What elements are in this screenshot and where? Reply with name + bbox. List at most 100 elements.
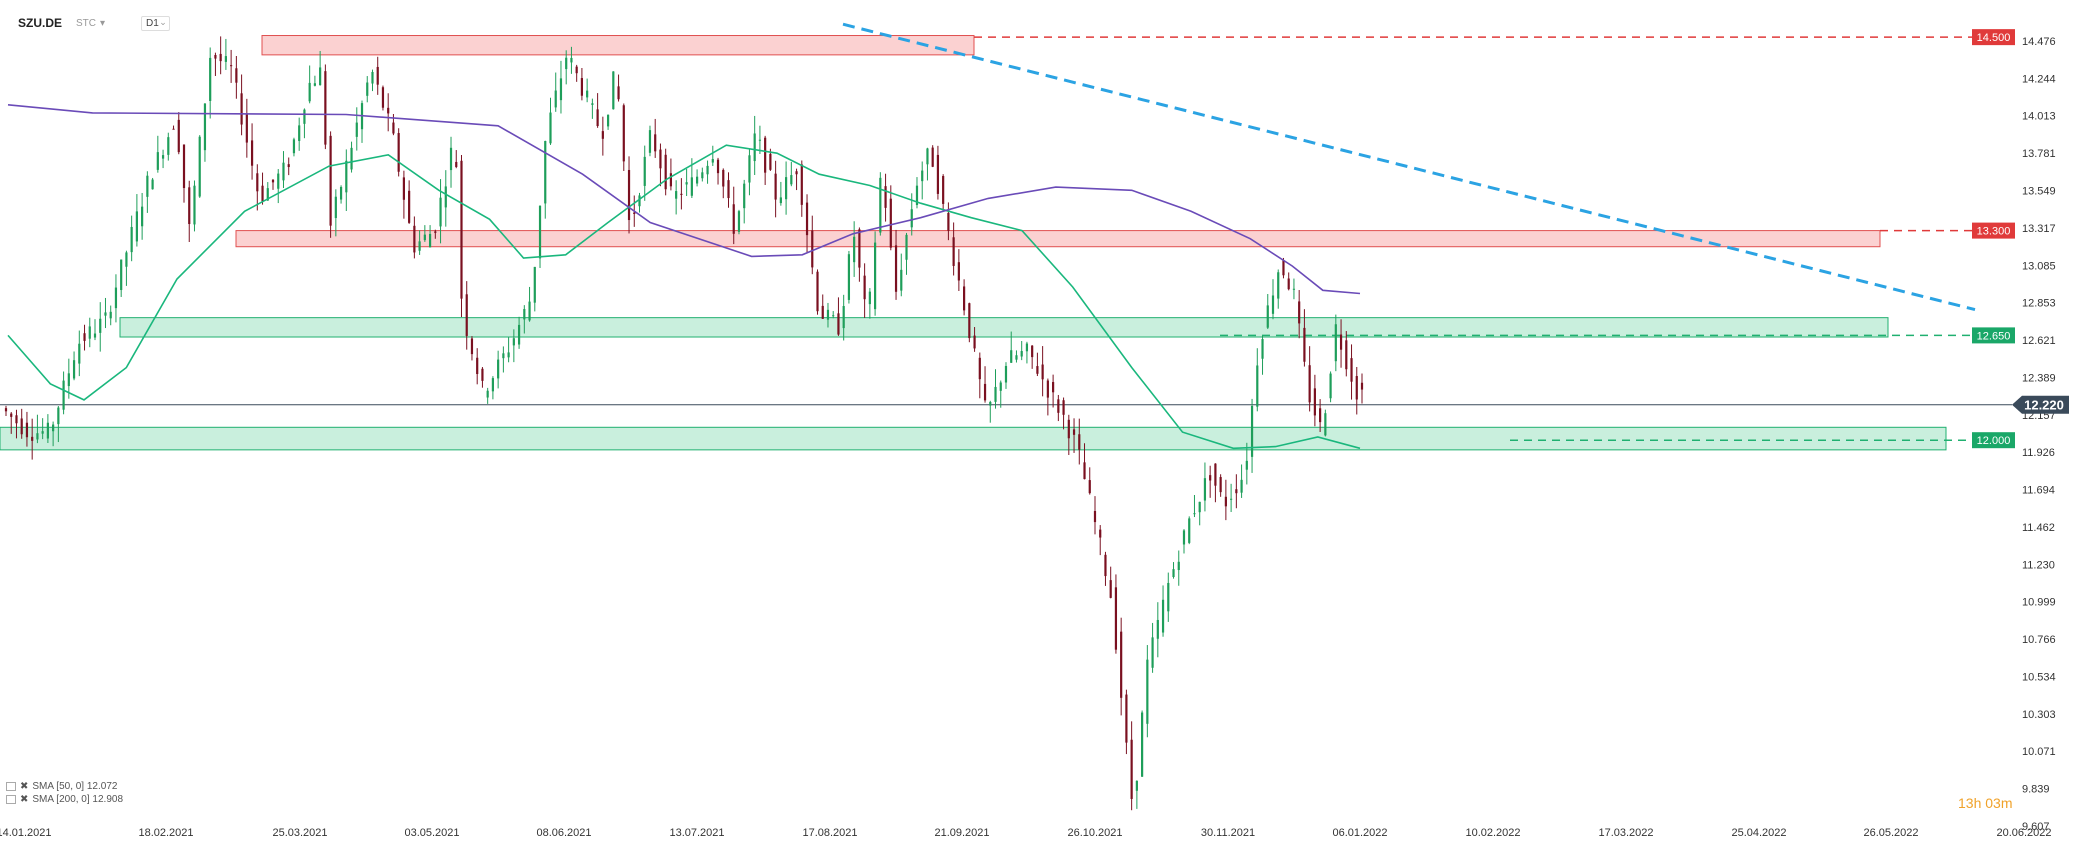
candle-body (334, 196, 337, 219)
candle-body (1031, 345, 1034, 358)
candle-body (523, 309, 526, 320)
candle-body (774, 173, 777, 200)
candle-body (722, 169, 725, 187)
candle-body (219, 53, 222, 62)
candle-body (716, 159, 720, 174)
candle-body (224, 56, 227, 62)
zone-rect-resistance (235, 230, 1881, 248)
candle-body (994, 386, 997, 402)
candle-body (1036, 366, 1039, 374)
x-tick-label: 10.02.2022 (1465, 827, 1520, 839)
x-tick-label: 20.06.2022 (1996, 827, 2051, 839)
sma-line-sma200 (7, 104, 1361, 295)
candle-body (816, 271, 819, 312)
candle-body (1298, 301, 1301, 324)
candle-body (659, 149, 662, 169)
price-zones (0, 35, 1947, 451)
candlesticks (4, 36, 1364, 811)
y-tick-label: 13.085 (2022, 260, 2056, 272)
candle-body (1266, 305, 1269, 328)
candle-body (737, 211, 741, 232)
moving-averages (7, 104, 1361, 450)
candle-body (402, 177, 405, 200)
candle-body (779, 197, 782, 204)
legend-item-sma200[interactable]: ✖ SMA [200, 0] 12.908 (6, 793, 123, 806)
horizontal-levels (0, 36, 2012, 441)
candle-body (1303, 327, 1306, 362)
x-tick-label: 21.09.2021 (934, 827, 989, 839)
trendline (842, 22, 1976, 312)
candle-body (1198, 501, 1201, 513)
close-icon[interactable]: ✖ (20, 781, 29, 792)
y-tick-label: 10.303 (2022, 709, 2056, 721)
candle-body (784, 177, 788, 200)
candle-body (853, 236, 856, 263)
candle-body (1245, 460, 1248, 470)
candle-body (46, 422, 49, 439)
candle-body (1261, 339, 1264, 359)
candle-body (900, 269, 903, 291)
candle-body (1313, 388, 1316, 416)
candle-body (428, 233, 432, 248)
candle-body (952, 237, 955, 266)
x-tick-label: 30.11.2021 (1201, 827, 1255, 839)
y-tick-label: 14.244 (2022, 73, 2056, 85)
candle-body (1083, 462, 1086, 480)
candle-body (1360, 382, 1364, 390)
candle-body (926, 148, 929, 165)
candle-body (973, 335, 976, 349)
candle-body (408, 190, 411, 223)
candle-body (57, 407, 60, 425)
candle-body (36, 433, 39, 440)
candle-body (1182, 530, 1186, 545)
candle-body (989, 401, 992, 406)
candle-body (1156, 619, 1159, 639)
indicator-legend: ✖ SMA [50, 0] 12.072 ✖ SMA [200, 0] 12.9… (6, 780, 123, 806)
candle-body (465, 294, 468, 336)
level-badge-12.000 (1972, 432, 2015, 449)
candle-body (664, 154, 667, 190)
candle-body (701, 172, 704, 179)
candle-body (753, 133, 756, 162)
candle-body (88, 326, 91, 339)
candle-body (256, 173, 259, 192)
candle-body (491, 378, 495, 392)
y-tick-label: 12.853 (2022, 298, 2056, 310)
candle-body (1339, 334, 1343, 350)
sma-line-sma50 (7, 144, 1361, 450)
candle-body (240, 93, 243, 125)
candle-body (507, 352, 510, 358)
candle-body (235, 68, 238, 83)
level-badge-14.500 (1972, 29, 2015, 46)
candle-body (931, 147, 934, 167)
candle-body (476, 357, 479, 375)
candle-body (413, 225, 416, 253)
candle-body (161, 155, 165, 159)
instrument-dropdown[interactable]: STC ▾ (76, 18, 105, 29)
symbol-label[interactable]: SZU.DE (18, 16, 63, 30)
candle-body (826, 309, 830, 320)
timeframe-select[interactable]: D1 ⌄ (141, 15, 170, 31)
candle-body (156, 152, 159, 170)
candle-body (130, 226, 133, 253)
candle-body (732, 204, 735, 234)
candle-body (99, 318, 102, 333)
candle-body (1329, 373, 1332, 399)
candle-body (502, 353, 505, 359)
candle-body (1287, 278, 1290, 290)
candle-body (303, 109, 306, 124)
candle-body (481, 368, 484, 381)
candle-body (905, 234, 908, 260)
y-tick-label: 13.549 (2022, 185, 2056, 197)
candle-body (25, 422, 29, 438)
candle-body (1256, 365, 1259, 407)
candle-body (858, 229, 861, 268)
legend-item-sma50[interactable]: ✖ SMA [50, 0] 12.072 (6, 780, 123, 793)
candle-body (821, 305, 824, 319)
x-tick-label: 18.02.2021 (138, 827, 193, 839)
candle-body (345, 160, 348, 193)
close-icon[interactable]: ✖ (20, 794, 29, 805)
candle-body (695, 176, 699, 184)
candle-body (381, 87, 385, 108)
